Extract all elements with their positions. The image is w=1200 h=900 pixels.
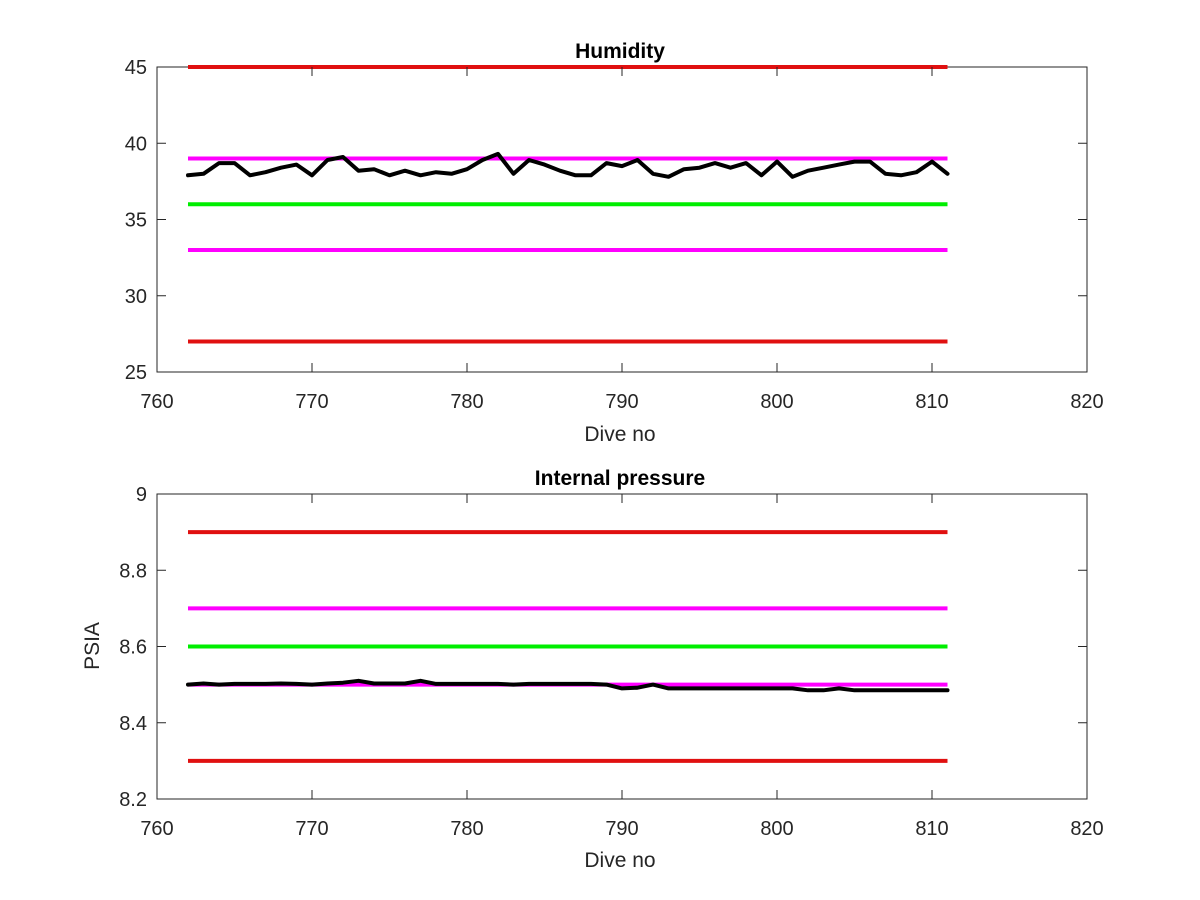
humidity-x-axis-label: Dive no: [584, 423, 655, 446]
humidity-panel: 760 770 780 790 800 810 820 25 30 35 40 45 Humidity…: [125, 40, 1104, 446]
internal-pressure-x-tick-label: 790: [605, 818, 638, 840]
humidity-y-tick-label: 35: [125, 210, 147, 232]
internal-pressure-y-tick-label: 8.8: [119, 560, 147, 582]
humidity-x-tick-label: 770: [295, 391, 328, 413]
internal-pressure-panel: 760 770 780 790 800 810 820 8.2 8.4 8.6 8.8 9 Inter…: [81, 467, 1104, 872]
humidity-x-tick-label: 790: [605, 391, 638, 413]
internal-pressure-x-tick-label: 770: [295, 818, 328, 840]
internal-pressure-y-tick-label: 8.4: [119, 713, 147, 735]
humidity-x-tick-label: 780: [450, 391, 483, 413]
internal-pressure-data-series-line: [186, 678, 950, 693]
internal-pressure-y-tick-label: 8.2: [119, 789, 147, 811]
humidity-y-tick-label: 40: [125, 133, 147, 155]
internal-pressure-y-tick-label: 8.6: [119, 637, 147, 659]
internal-pressure-title: Internal pressure: [535, 467, 705, 490]
internal-pressure-y-tick-label: 9: [136, 484, 147, 506]
internal-pressure-x-tick-label: 780: [450, 818, 483, 840]
internal-pressure-x-tick-label: 810: [915, 818, 948, 840]
humidity-ticks: 760 770 780 790 800 810 820 25 30 35 40 45: [125, 57, 1104, 413]
humidity-y-tick-label: 45: [125, 57, 147, 79]
internal-pressure-y-axis-label: PSIA: [81, 622, 104, 670]
humidity-title: Humidity: [575, 40, 665, 63]
humidity-y-tick-label: 25: [125, 362, 147, 384]
internal-pressure-plot-marks: [186, 530, 950, 763]
internal-pressure-ticks: 760 770 780 790 800 810 820 8.2 8.4 8.6 8.8 9: [119, 484, 1104, 840]
humidity-x-tick-label: 820: [1070, 391, 1103, 413]
humidity-x-tick-label: 800: [760, 391, 793, 413]
humidity-plot-marks: [186, 65, 950, 344]
internal-pressure-x-tick-label: 820: [1070, 818, 1103, 840]
internal-pressure-x-tick-label: 760: [140, 818, 173, 840]
humidity-data-series-line: [186, 151, 950, 179]
humidity-axes-box: [156, 66, 1088, 373]
humidity-x-tick-label: 760: [140, 391, 173, 413]
humidity-y-tick-label: 30: [125, 286, 147, 308]
humidity-x-tick-label: 810: [915, 391, 948, 413]
internal-pressure-x-tick-label: 800: [760, 818, 793, 840]
internal-pressure-x-axis-label: Dive no: [584, 849, 655, 872]
